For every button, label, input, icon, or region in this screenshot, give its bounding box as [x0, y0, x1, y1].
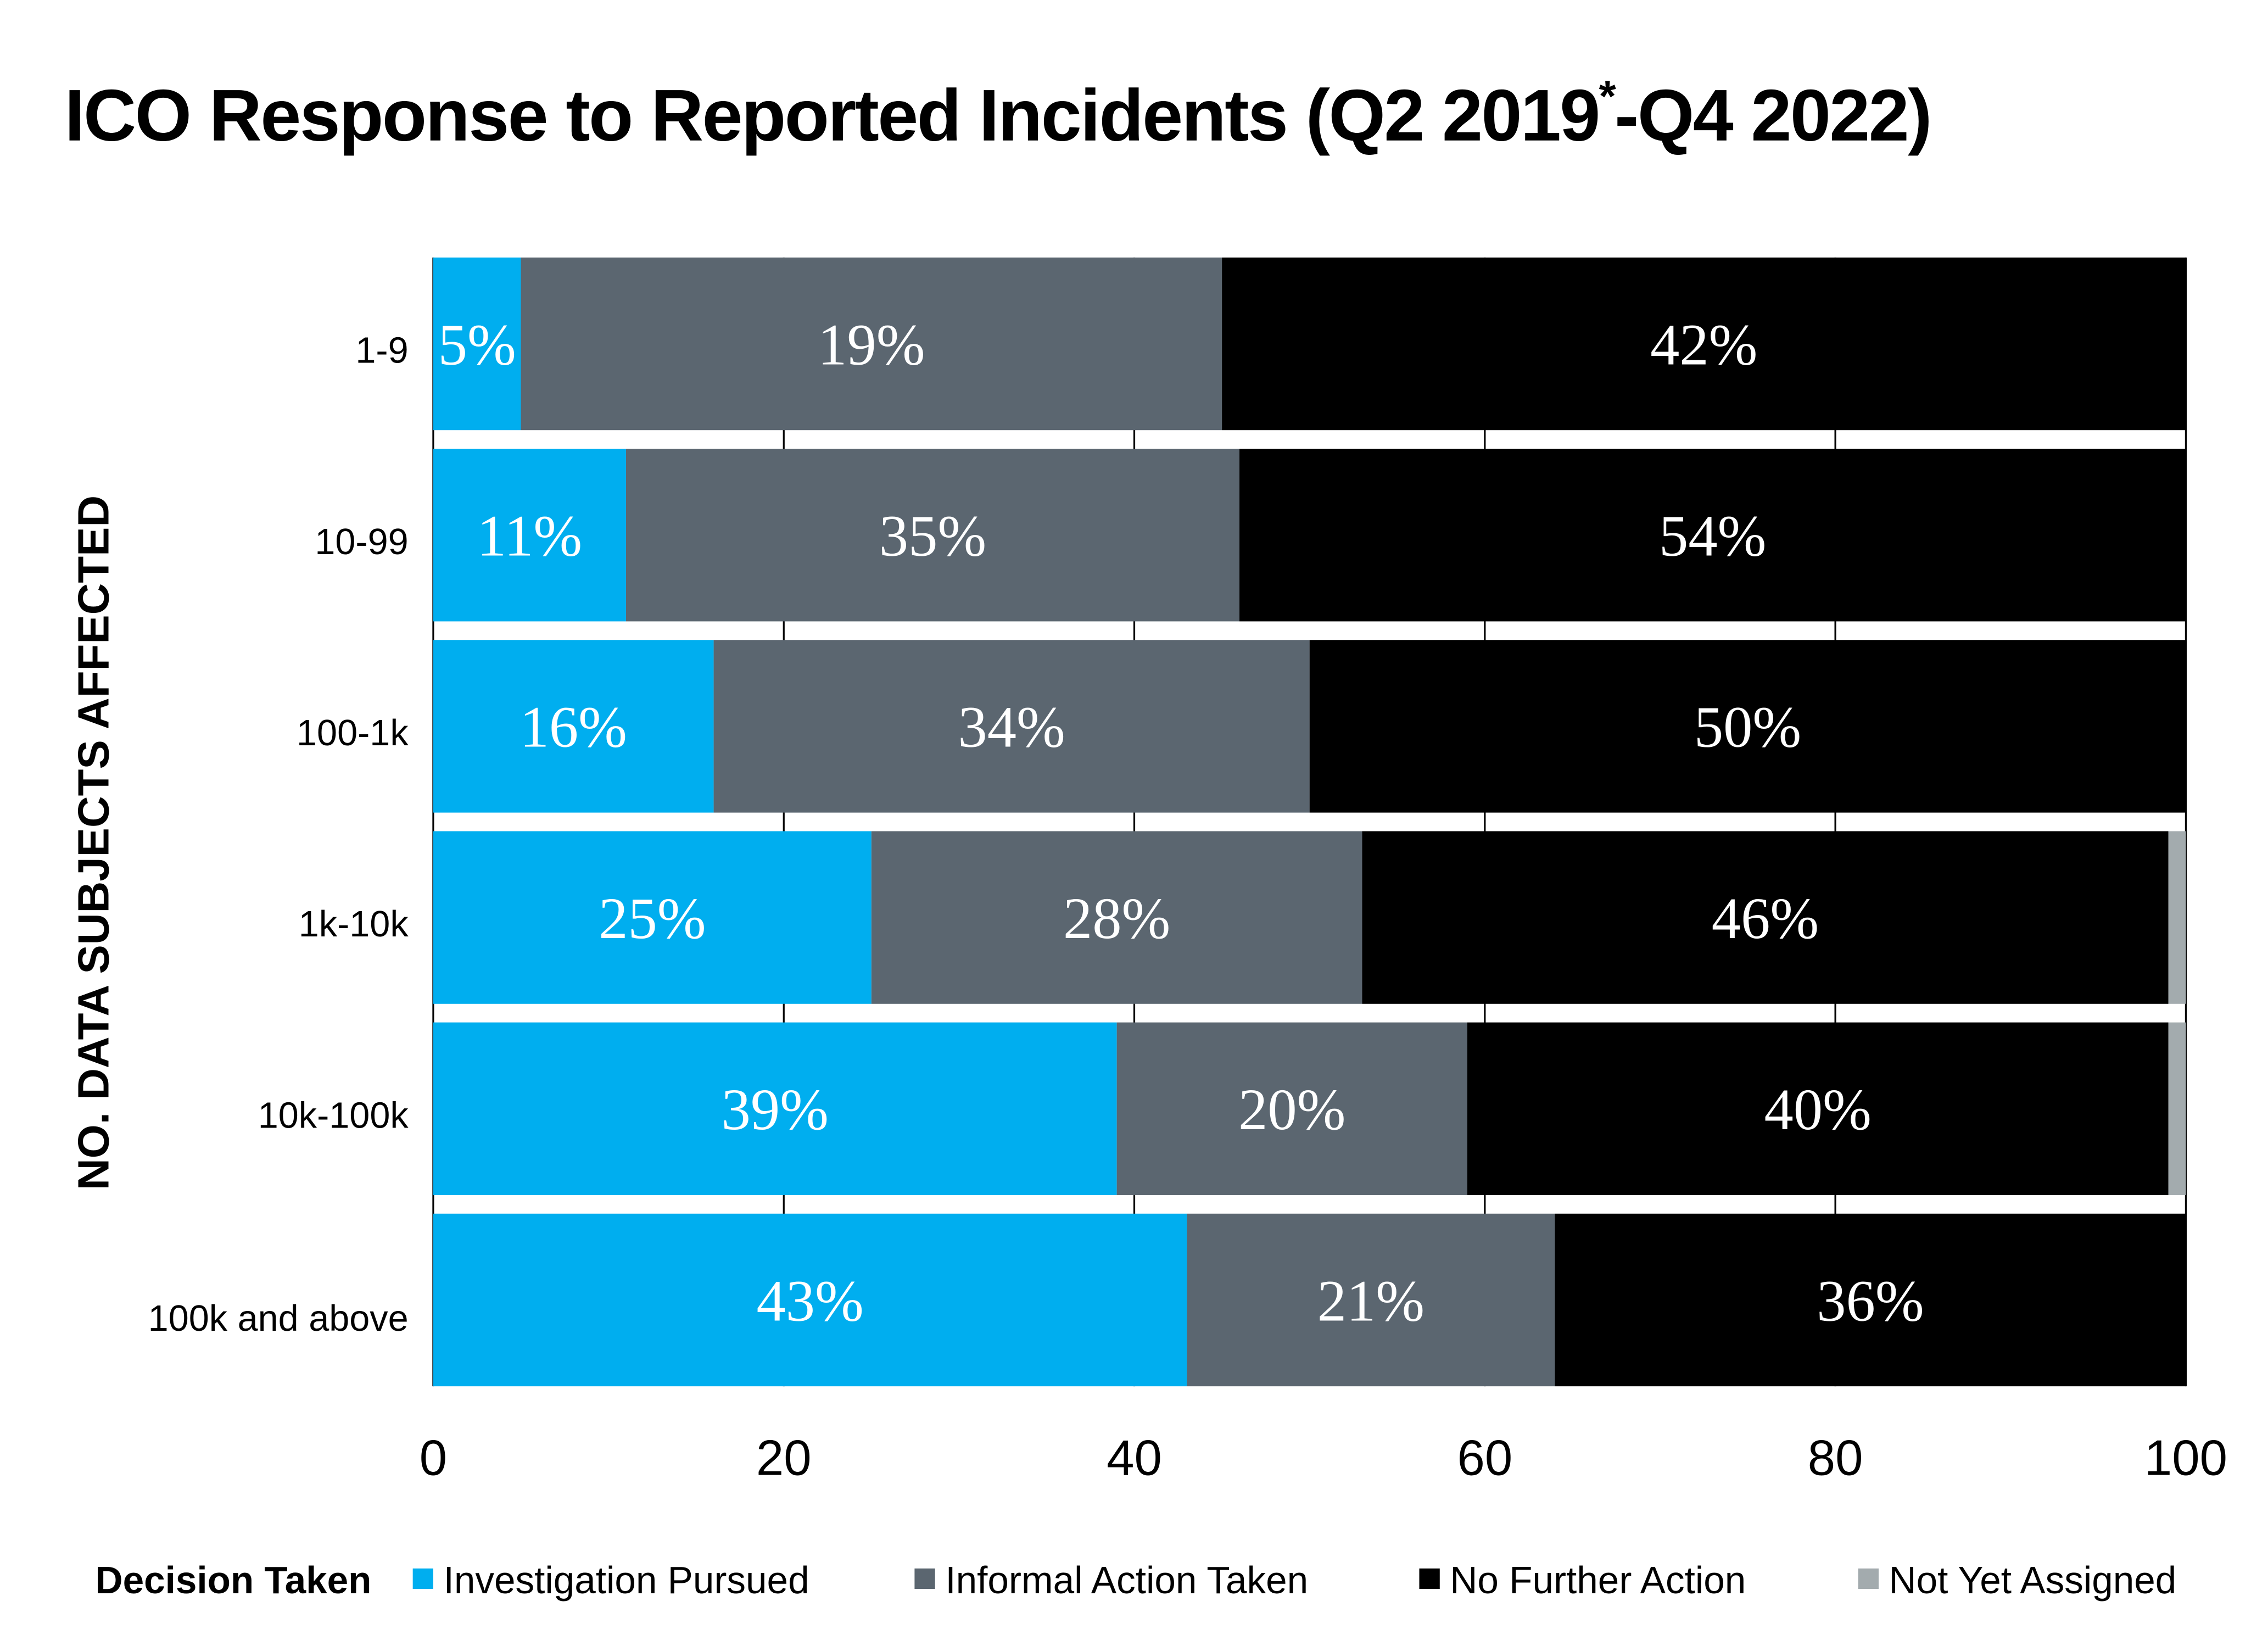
bar-segment-investigation-pursued	[433, 831, 872, 1004]
legend-swatch	[1858, 1568, 1879, 1589]
data-label: 40%	[1764, 1078, 1872, 1142]
bar-segment-informal-action-taken	[713, 640, 1310, 813]
bar-segment-informal-action-taken	[521, 257, 1222, 431]
data-label: 28%	[1063, 886, 1170, 951]
data-label: 21%	[1317, 1269, 1425, 1333]
y-category-label: 1-9	[355, 331, 408, 371]
chart-title: ICO Response to Reported Incidents (Q2 2…	[65, 71, 1931, 156]
data-label: 20%	[1238, 1078, 1345, 1142]
data-label: 36%	[1817, 1269, 1924, 1333]
bar-segment-no-further-action	[1222, 257, 2186, 431]
bar-segment-not-yet-assigned	[2168, 831, 2186, 1004]
data-label: 46%	[1712, 886, 1819, 951]
y-axis-title: NO. DATA SUBJECTS AFFECTED	[69, 495, 118, 1190]
data-label: 35%	[879, 504, 986, 569]
bar-segment-informal-action-taken	[871, 831, 1362, 1004]
legend-label: Not Yet Assigned	[1889, 1559, 2177, 1602]
legend-swatch	[1419, 1568, 1440, 1589]
legend-title: Decision Taken	[96, 1559, 372, 1602]
y-category-label: 100-1k	[297, 713, 409, 754]
legend-swatch	[914, 1568, 935, 1589]
data-label: 11%	[477, 504, 582, 569]
bar-segment-informal-action-taken	[1187, 1213, 1555, 1387]
bar-segment-informal-action-taken	[626, 449, 1240, 622]
bar-segment-investigation-pursued	[433, 257, 521, 431]
legend-label: No Further Action	[1450, 1559, 1746, 1602]
data-label: 39%	[722, 1078, 829, 1142]
y-category-label: 100k and above	[148, 1298, 409, 1339]
bar-segment-no-further-action	[1362, 831, 2169, 1004]
legend-swatch	[412, 1568, 433, 1589]
bar-segment-informal-action-taken	[1116, 1022, 1467, 1195]
legend-label: Investigation Pursued	[444, 1559, 809, 1602]
data-label: 5%	[438, 313, 516, 377]
data-label: 19%	[818, 313, 925, 377]
bar-segment-investigation-pursued	[433, 449, 627, 622]
bar-segment-investigation-pursued	[433, 640, 714, 813]
bar-segment-not-yet-assigned	[2168, 1022, 2186, 1195]
x-tick-label: 40	[1107, 1430, 1162, 1486]
x-tick-label: 20	[756, 1430, 812, 1486]
data-label: 34%	[958, 695, 1065, 760]
x-tick-label: 0	[420, 1430, 447, 1486]
y-category-label: 1k-10k	[299, 904, 409, 945]
bar-segment-no-further-action	[1467, 1022, 2169, 1195]
x-tick-label: 80	[1808, 1430, 1863, 1486]
legend-label: Informal Action Taken	[945, 1559, 1308, 1602]
bar-segment-no-further-action	[1555, 1213, 2186, 1387]
data-label: 43%	[756, 1269, 863, 1333]
bar-segment-investigation-pursued	[433, 1022, 1117, 1195]
data-label: 16%	[520, 695, 627, 760]
x-tick-label: 100	[2144, 1430, 2227, 1486]
x-tick-label: 60	[1457, 1430, 1512, 1486]
data-label: 54%	[1659, 504, 1766, 569]
y-category-label: 10-99	[315, 522, 408, 562]
bar-segment-no-further-action	[1309, 640, 2186, 813]
y-category-label: 10k-100k	[258, 1095, 409, 1136]
data-label: 50%	[1694, 695, 1801, 760]
bar-segment-investigation-pursued	[433, 1213, 1187, 1387]
data-label: 25%	[599, 886, 706, 951]
data-label: 42%	[1650, 313, 1757, 377]
bar-segment-no-further-action	[1239, 449, 2186, 622]
